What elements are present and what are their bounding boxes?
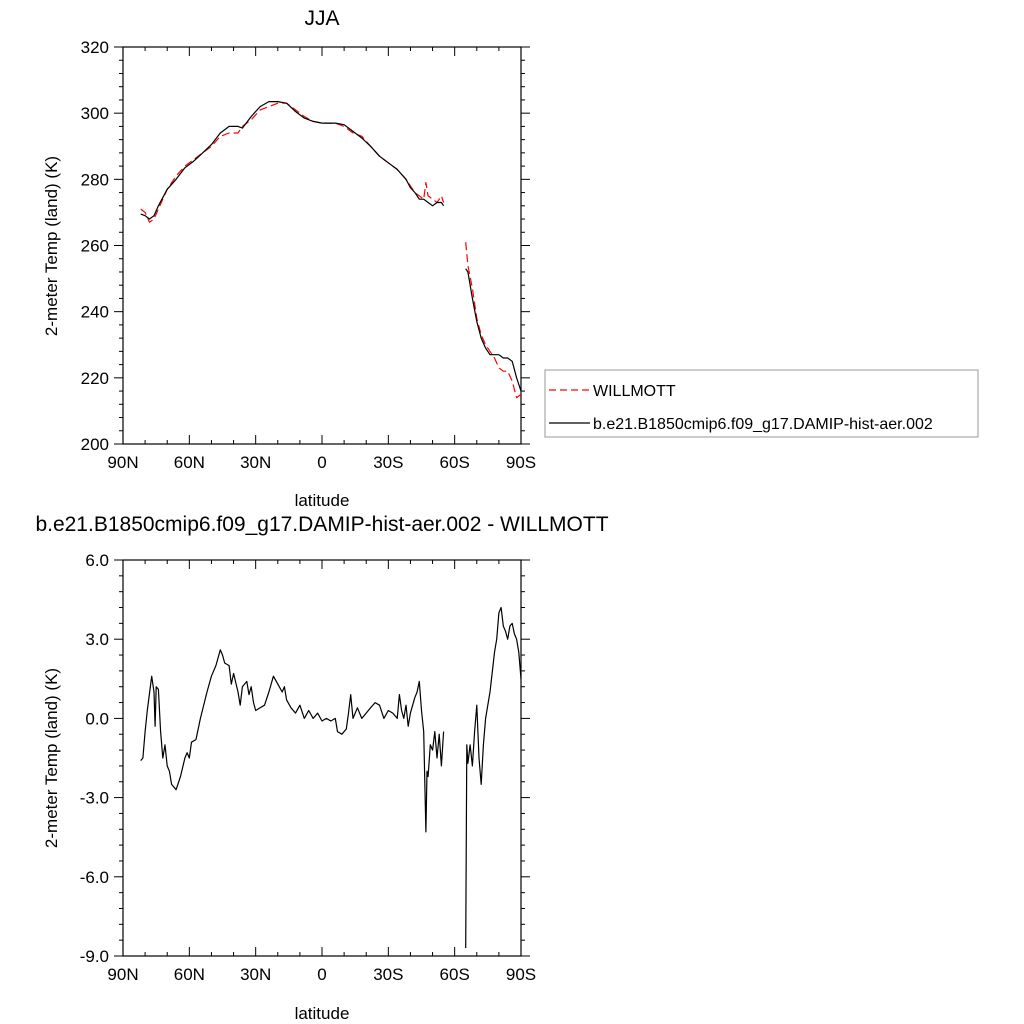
bottom-plot-title: b.e21.B1850cmip6.f09_g17.DAMIP-hist-aer.… [35, 513, 608, 536]
bottom-xtick-label: 30S [373, 965, 403, 984]
bottom-xtick-label: 60S [440, 965, 470, 984]
top-series-1-line-segment-0 [140, 101, 445, 220]
bottom-ytick-label: 6.0 [85, 551, 109, 570]
top-ytick-label: 300 [81, 104, 109, 123]
legend-box [544, 369, 979, 438]
bottom-xtick-label: 90N [107, 965, 138, 984]
legend-label-willmott: WILLMOTT [593, 383, 676, 400]
bottom-ytick-label: -9.0 [80, 947, 109, 966]
top-series-0-line-segment-1 [465, 242, 522, 399]
top-xtick-label: 30S [373, 453, 403, 472]
top-xtick-label: 0 [317, 453, 326, 472]
top-ytick-label: 220 [81, 369, 109, 388]
top-plot-ylabel: 2-meter Temp (land) (K) [42, 156, 61, 336]
top-plot: JJA latitude 2-meter Temp (land) (K) 90N… [42, 7, 536, 510]
bottom-xtick-label: 60N [174, 965, 205, 984]
legend-label-model: b.e21.B1850cmip6.f09_g17.DAMIP-hist-aer.… [593, 416, 933, 433]
bottom-plot-frame [122, 559, 522, 957]
top-ytick-label: 200 [81, 435, 109, 454]
top-xtick-label: 90S [506, 453, 536, 472]
bottom-xtick-label: 90S [506, 965, 536, 984]
bottom-ytick-label: 3.0 [85, 630, 109, 649]
top-xtick-label: 90N [107, 453, 138, 472]
bottom-ytick-label: -3.0 [80, 789, 109, 808]
bottom-plot-xlabel: latitude [295, 1004, 350, 1023]
top-plot-title: JJA [304, 7, 339, 30]
top-ytick-label: 240 [81, 303, 109, 322]
bottom-series-0-line-segment-0 [140, 649, 445, 833]
bottom-plot-ylabel: 2-meter Temp (land) (K) [42, 668, 61, 848]
bottom-ytick-label: -6.0 [80, 868, 109, 887]
top-xtick-label: 60N [174, 453, 205, 472]
top-ytick-label: 320 [81, 38, 109, 57]
top-xtick-label: 30N [240, 453, 271, 472]
top-ytick-label: 260 [81, 237, 109, 256]
bottom-xtick-label: 0 [317, 965, 326, 984]
top-plot-frame [122, 46, 522, 445]
top-xtick-label: 60S [440, 453, 470, 472]
bottom-ytick-label: 0.0 [85, 709, 109, 728]
bottom-plot: b.e21.B1850cmip6.f09_g17.DAMIP-hist-aer.… [35, 513, 608, 1023]
top-ytick-label: 280 [81, 170, 109, 189]
legend: WILLMOTT b.e21.B1850cmip6.f09_g17.DAMIP-… [544, 369, 979, 438]
bottom-xtick-label: 30N [240, 965, 271, 984]
bottom-series-0-line-segment-1 [465, 606, 522, 949]
top-series-0-line-segment-0 [140, 102, 445, 223]
top-plot-xlabel: latitude [295, 491, 350, 510]
top-series-1-line-segment-1 [465, 268, 522, 392]
